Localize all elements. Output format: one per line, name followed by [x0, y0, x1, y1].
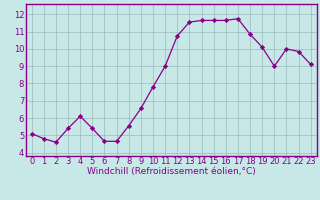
X-axis label: Windchill (Refroidissement éolien,°C): Windchill (Refroidissement éolien,°C) [87, 167, 256, 176]
